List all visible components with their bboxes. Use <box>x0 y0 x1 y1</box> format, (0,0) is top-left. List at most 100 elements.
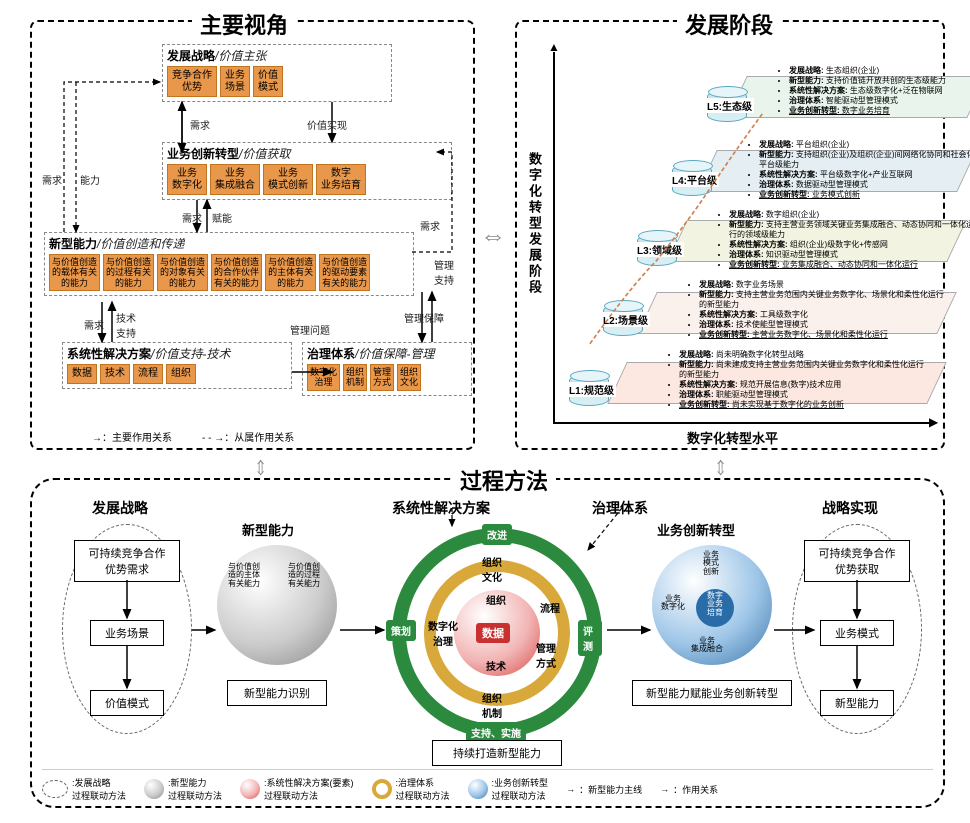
lb2: 价值模式 <box>90 690 164 716</box>
lbl-enable: 赋能 <box>212 210 232 225</box>
stage-desc: 发展战略: 尚未明确数字化转型战略新型能力: 尚未建成支持主营业务范围内关键业务… <box>665 350 925 410</box>
lbl-needs1: 需求 <box>190 117 210 132</box>
p1-legend: →：主要作用关系 - - →：从属作用关系 <box>92 429 294 444</box>
chip: 业务 模式创新 <box>263 164 313 195</box>
rm-bl: 组织 机制 <box>480 690 504 720</box>
lg-g: ：作用关系 <box>673 783 718 796</box>
lg-c: :系统性解决方案(要素) 过程联动方法 <box>264 776 354 802</box>
s4-i: /价值支持-技术 <box>151 347 230 361</box>
chip: 管理 方式 <box>370 364 394 391</box>
col-realize: 战略实现 <box>822 498 878 518</box>
s2m2: 数字 业务 培育 <box>696 589 734 627</box>
s3-chips: 与价值创造 的载体有关 的能力与价值创造 的过程有关 的能力与价值创造 的对象有… <box>49 254 409 291</box>
rm-tl: 组织 文化 <box>480 554 504 584</box>
sphere2-cap: 新型能力赋能业务创新转型 <box>632 680 792 706</box>
ro-top: 改进 <box>482 524 512 545</box>
sphere1-title: 新型能力 <box>242 520 294 539</box>
s1-i: /价值主张 <box>215 49 266 63</box>
s2-i: /价值获取 <box>239 147 290 161</box>
chip: 与价值创造 的驱动要素 有关的能力 <box>319 254 370 291</box>
lbl-needs2: 需求 <box>182 210 202 225</box>
sphere1: 与价值创 造的主体 有关能力 与价值创 造的过程 有关能力 <box>217 545 337 665</box>
s2m0: 业务 模式 创新 <box>694 551 728 576</box>
lbl-needs3: 需求 <box>42 172 62 187</box>
stage-desc: 发展战略: 平台组织(企业)新型能力: 支持组织(企业)及组织(企业)间网络化协… <box>745 140 970 200</box>
chip: 与价值创造 的过程有关 的能力 <box>103 254 154 291</box>
section-biz-transform: 业务创新转型/价值获取 业务 数字化业务 集成融合业务 模式创新数字 业务培育 <box>162 142 452 200</box>
s2-chips: 业务 数字化业务 集成融合业务 模式创新数字 业务培育 <box>167 164 447 195</box>
rings-cap: 持续打造新型能力 <box>432 740 562 766</box>
ri-l: 数字化 治理 <box>426 618 460 648</box>
stage-label: L5:生态级 <box>705 98 754 113</box>
rm-tr: 流程 <box>538 600 562 615</box>
section-strategy: 发展战略/价值主张 竞争合作 优势业务 场景价值 模式 <box>162 44 392 102</box>
s1-b: 发展战略 <box>167 49 215 63</box>
ri-t: 组织 <box>484 592 508 607</box>
lbl-mgmt: 管理保障 <box>404 310 444 325</box>
perspectives-panel: 主要视角 发展战略/价值主张 竞争合作 优势业务 场景价值 模式 业务创新转型/… <box>30 20 475 450</box>
lbl-tech: 技术 支持 <box>116 310 136 340</box>
chip: 组织 文化 <box>397 364 421 391</box>
lb1: 业务场景 <box>90 620 164 646</box>
ro-right: 评测 <box>578 620 602 656</box>
lg-b: :新型能力 过程联动方法 <box>168 776 222 802</box>
s5-chips: 数字化 治理组织 机制管理 方式组织 文化 <box>307 364 467 391</box>
lg-f: ：新型能力主线 <box>579 783 642 796</box>
lg-sub: ：从属作用关系 <box>224 433 294 444</box>
sphere1-cap: 新型能力识别 <box>227 680 327 706</box>
lg-main: ：主要作用关系 <box>102 433 172 444</box>
s4-chips: 数据技术流程组织 <box>67 364 287 384</box>
process-panel: 过程方法 发展战略 系统性解决方案 治理体系 战略实现 可持续竞争合作 优势需求… <box>30 478 945 808</box>
chip: 业务 场景 <box>220 66 250 97</box>
s2m3: 业务 集成融合 <box>690 637 724 654</box>
stage-label: L4:平台级 <box>670 172 719 187</box>
chip: 与价值创造 的合作伙伴 有关的能力 <box>211 254 262 291</box>
col-governance: 治理体系 <box>592 498 648 518</box>
stage-desc: 发展战略: 数字业务场景新型能力: 支持主营业务范围内关键业务数字化、场景化和柔… <box>685 280 945 340</box>
s5-i: /价值保障-管理 <box>355 347 434 361</box>
chip: 数字 业务培育 <box>316 164 366 195</box>
chip: 价值 模式 <box>253 66 283 97</box>
lbl-needs4: 需求 <box>84 317 104 332</box>
section-governance: 治理体系/价值保障-管理 数字化 治理组织 机制管理 方式组织 文化 <box>302 342 472 396</box>
perspectives-title: 主要视角 <box>192 8 296 40</box>
chip: 竞争合作 优势 <box>167 66 217 97</box>
chip: 技术 <box>100 364 130 384</box>
s2-b: 业务创新转型 <box>167 147 239 161</box>
y-axis-label: 数字化转型发展阶段 <box>525 152 544 296</box>
chip: 与价值创造 的主体有关 的能力 <box>265 254 316 291</box>
chip: 数据 <box>67 364 97 384</box>
lbl-value-realize: 价值实现 <box>307 117 347 132</box>
chip: 组织 <box>166 364 196 384</box>
rm-br: 管理 方式 <box>534 640 558 670</box>
chip: 组织 机制 <box>343 364 367 391</box>
section-capability: 新型能力/价值创造和传递 与价值创造 的载体有关 的能力与价值创造 的过程有关 … <box>44 232 414 296</box>
ri-c: 数据 <box>476 623 510 643</box>
s1m0: 与价值创 造的主体 有关能力 <box>227 563 261 588</box>
s1m1: 与价值创 造的过程 有关能力 <box>287 563 321 588</box>
lg-e: :业务创新转型 过程联动方法 <box>492 776 549 802</box>
rb0: 可持续竞争合作 优势获取 <box>804 540 910 582</box>
stage-desc: 发展战略: 生态组织(企业)新型能力: 支持价值链开放共创的生态级能力系统性解决… <box>775 66 970 116</box>
chip: 与价值创造 的对象有关 的能力 <box>157 254 208 291</box>
sphere2-title: 业务创新转型 <box>657 520 735 539</box>
ri-r: 技术 <box>484 658 508 673</box>
chip: 与价值创造 的载体有关 的能力 <box>49 254 100 291</box>
lbl-ability: 能力 <box>80 172 100 187</box>
x-axis <box>553 422 933 424</box>
x-axis-label: 数字化转型水平 <box>687 428 778 447</box>
chip: 业务 数字化 <box>167 164 207 195</box>
sphere2: 业务 模式 创新 业务 数字化 数字 业务 培育 业务 集成融合 <box>652 545 772 665</box>
col-solution: 系统性解决方案 <box>392 498 490 518</box>
ro-left: 策划 <box>386 620 416 641</box>
stage-desc: 发展战略: 数字组织(企业)新型能力: 支持主营业务领域关键业务集成融合、动态协… <box>715 210 970 270</box>
s5-b: 治理体系 <box>307 347 355 361</box>
process-title: 过程方法 <box>452 464 556 496</box>
col-strategy: 发展战略 <box>92 498 148 518</box>
chip: 数字化 治理 <box>307 364 340 391</box>
s3-i: /价值创造和传递 <box>97 237 184 251</box>
s1-chips: 竞争合作 优势业务 场景价值 模式 <box>167 66 387 97</box>
lg-a: :发展战略 过程联动方法 <box>72 776 126 802</box>
stage-label: L1:规范级 <box>567 382 616 397</box>
section-solution: 系统性解决方案/价值支持-技术 数据技术流程组织 <box>62 342 292 389</box>
